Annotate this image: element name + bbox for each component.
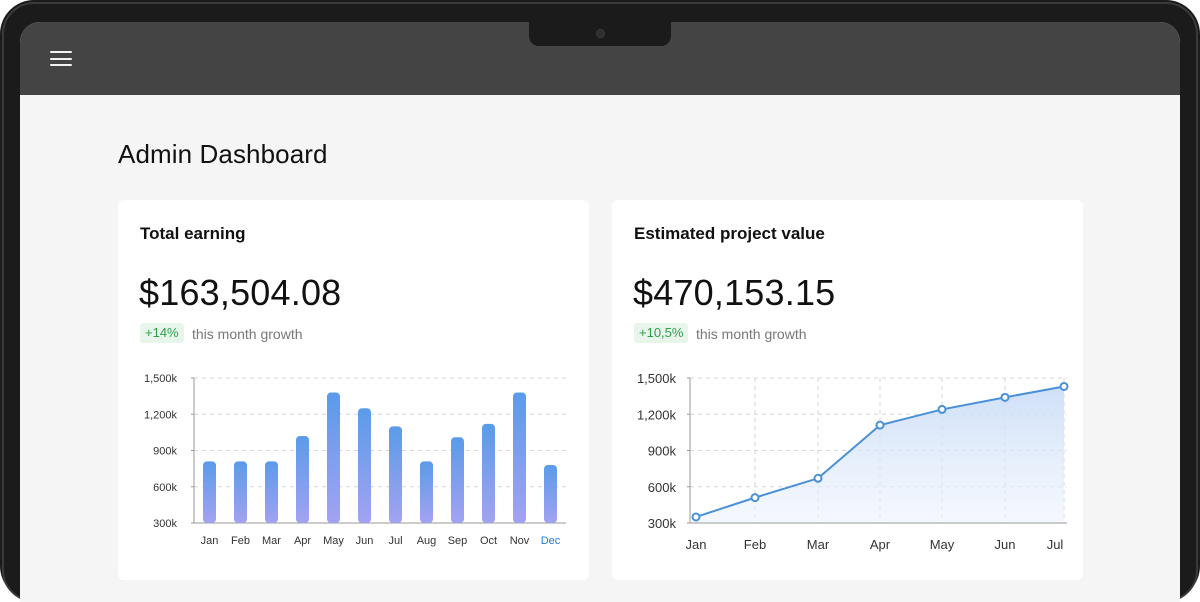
bar	[203, 461, 216, 523]
data-point	[1000, 392, 1010, 402]
x-tick-label: Jun	[356, 535, 374, 547]
data-point	[691, 512, 701, 522]
x-tick-label: Jan	[686, 537, 707, 552]
card-title: Total earning	[140, 224, 246, 243]
x-tick-label: Mar	[262, 535, 281, 547]
bar	[296, 436, 309, 523]
x-tick-label: Nov	[510, 535, 530, 547]
screen: Admin Dashboard Total earning $163,504.0…	[20, 22, 1180, 602]
x-tick-label: Sep	[448, 535, 468, 547]
card-title: Estimated project value	[634, 224, 825, 243]
x-tick-label: Jul	[388, 535, 402, 547]
x-tick-label: Aug	[417, 535, 437, 547]
x-tick-label: Oct	[480, 535, 497, 547]
bar	[451, 437, 464, 523]
bar	[420, 461, 433, 523]
y-tick-label: 1,500k	[144, 373, 178, 385]
x-tick-label: Apr	[294, 535, 311, 547]
x-tick-label: Apr	[870, 537, 891, 552]
hamburger-menu-icon[interactable]	[50, 51, 72, 67]
camera-icon	[596, 29, 605, 38]
project-value-line-chart: 300k 600k 900k 1,200k 1,500k Jan Feb Mar Apr May J…	[637, 371, 1069, 552]
y-tick-label: 300k	[153, 518, 177, 530]
card-value: $163,504.08	[139, 272, 342, 313]
x-tick-label: May	[930, 537, 955, 552]
x-tick-label: Jun	[995, 537, 1016, 552]
earning-bar-chart: 300k 600k 900k 1,200k 1,500k Jan Feb Mar Apr May J…	[144, 373, 566, 547]
x-tick-label: Jan	[201, 535, 219, 547]
y-tick-label: 600k	[648, 480, 677, 495]
y-tick-label: 300k	[648, 516, 677, 531]
y-tick-label: 1,200k	[637, 407, 677, 422]
card-value: $470,153.15	[633, 272, 836, 313]
bar	[482, 423, 495, 523]
x-tick-label: Feb	[744, 537, 766, 552]
y-tick-label: 900k	[648, 444, 677, 459]
y-tick-label: 600k	[153, 482, 177, 494]
page-title: Admin Dashboard	[118, 139, 328, 169]
x-tick-label: Feb	[231, 535, 250, 547]
y-tick-label: 1,500k	[637, 371, 677, 386]
y-tick-label: 1,200k	[144, 409, 178, 421]
x-tick-label: May	[323, 535, 344, 547]
bar	[544, 465, 557, 523]
data-point	[875, 420, 885, 430]
growth-badge: +10,5%	[634, 323, 689, 343]
bar	[234, 461, 247, 523]
bar	[513, 392, 526, 523]
bar	[265, 461, 278, 523]
data-point	[750, 493, 760, 503]
x-tick-label: Mar	[807, 537, 830, 552]
bar	[389, 426, 402, 523]
x-tick-label: Dec	[541, 535, 561, 547]
growth-label: this month growth	[192, 326, 303, 342]
growth-label: this month growth	[696, 326, 807, 342]
bar	[327, 392, 340, 523]
x-tick-label: Jul	[1047, 537, 1064, 552]
area-fill	[696, 386, 1064, 523]
y-tick-label: 900k	[153, 446, 177, 458]
data-point	[813, 473, 823, 483]
project-value-card: Estimated project value $470,153.15 +10,…	[612, 200, 1083, 580]
bar	[358, 408, 371, 523]
data-point	[937, 404, 947, 414]
data-point	[1059, 381, 1069, 391]
growth-badge: +14%	[140, 323, 184, 343]
total-earning-card: Total earning $163,504.08 +14% this mont…	[118, 200, 589, 580]
